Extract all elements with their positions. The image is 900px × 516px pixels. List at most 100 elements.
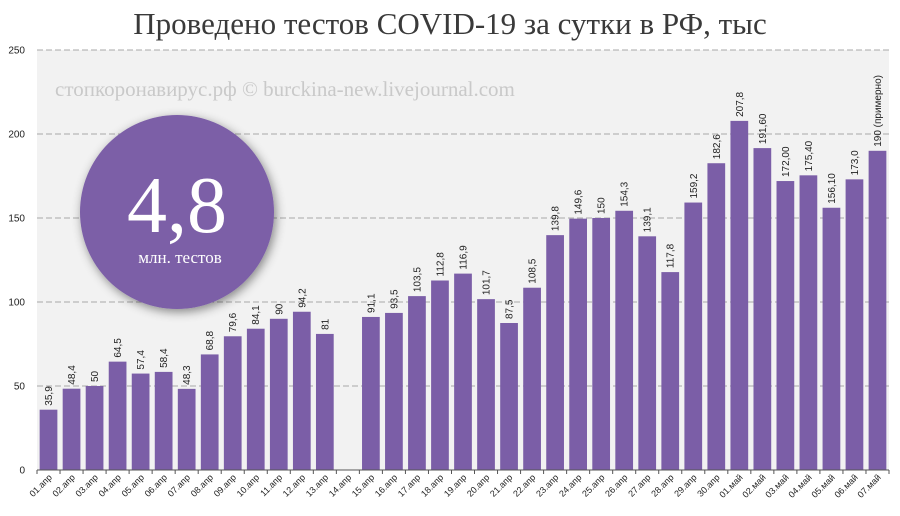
bar bbox=[154, 371, 173, 470]
data-label: 191,60 bbox=[758, 113, 769, 144]
data-label: 103,5 bbox=[412, 267, 423, 292]
x-tick-label: 15.апр bbox=[350, 472, 376, 498]
bar bbox=[177, 388, 196, 470]
x-tick-label: 17.апр bbox=[396, 472, 422, 498]
x-tick-label: 09.апр bbox=[212, 472, 238, 498]
x-tick-label: 07.апр bbox=[166, 472, 192, 498]
bar bbox=[315, 333, 334, 470]
bar bbox=[845, 179, 864, 471]
y-tick-label: 0 bbox=[19, 466, 25, 477]
bar bbox=[85, 386, 104, 470]
watermark: стопкоронавирус.рф © burckina-new.livejo… bbox=[55, 77, 515, 101]
data-label: 190 (примерно) bbox=[873, 75, 884, 147]
data-label: 172,00 bbox=[781, 146, 792, 177]
data-label: 84,1 bbox=[251, 305, 262, 325]
data-label: 91,1 bbox=[366, 293, 377, 313]
x-tick-label: 02.апр bbox=[51, 472, 77, 498]
bar bbox=[62, 388, 81, 470]
x-tick-label: 23.апр bbox=[534, 472, 560, 498]
data-label: 57,4 bbox=[136, 350, 147, 370]
bar bbox=[200, 354, 219, 470]
x-tick-label: 03.май bbox=[763, 472, 790, 499]
bar bbox=[684, 202, 703, 470]
bar bbox=[108, 361, 127, 470]
y-tick-label: 250 bbox=[8, 46, 25, 57]
x-tick-label: 10.апр bbox=[235, 472, 261, 498]
bar bbox=[661, 272, 680, 470]
x-tick-label: 11.апр bbox=[258, 472, 284, 498]
x-axis: 01.апр02.апр03.апр04.апр05.апр06.апр07.а… bbox=[27, 470, 890, 500]
y-tick-label: 50 bbox=[14, 382, 26, 393]
bar bbox=[131, 373, 150, 470]
x-tick-label: 03.апр bbox=[74, 472, 100, 498]
data-label: 101,7 bbox=[482, 270, 493, 295]
x-tick-label: 04.май bbox=[786, 472, 813, 499]
data-label: 112,8 bbox=[435, 252, 446, 277]
data-label: 117,8 bbox=[666, 243, 677, 268]
bar bbox=[822, 207, 841, 470]
bar bbox=[776, 181, 795, 471]
data-label: 79,6 bbox=[228, 312, 239, 332]
bar bbox=[523, 287, 541, 470]
data-label: 94,2 bbox=[297, 288, 308, 308]
y-tick-label: 150 bbox=[8, 214, 25, 225]
bar bbox=[223, 336, 242, 470]
bar bbox=[362, 316, 380, 470]
badge-caption: млн. тестов bbox=[138, 248, 222, 267]
x-tick-label: 19.апр bbox=[442, 472, 468, 498]
bars: 35,9 48,4 50 64,5 57,4 58,4 48,3 68,8 79,6 84,1 90… bbox=[39, 75, 887, 471]
chart-title: Проведено тестов COVID-19 за сутки в РФ,… bbox=[133, 6, 767, 41]
x-tick-label: 18.апр bbox=[419, 472, 445, 498]
x-tick-label: 26.апр bbox=[603, 472, 629, 498]
y-axis: 0 50 100 150 200 250 bbox=[8, 46, 889, 477]
x-tick-label: 28.апр bbox=[649, 472, 675, 498]
x-tick-label: 13.апр bbox=[304, 472, 330, 498]
x-tick-label: 06.апр bbox=[143, 472, 169, 498]
data-label: 159,2 bbox=[689, 173, 700, 198]
x-tick-label: 24.апр bbox=[557, 472, 583, 498]
data-label: 173,0 bbox=[850, 150, 861, 175]
x-tick-label: 04.апр bbox=[97, 472, 123, 498]
data-label: 207,8 bbox=[735, 91, 746, 116]
x-tick-label: 27.апр bbox=[626, 472, 652, 498]
x-tick-label: 12.апр bbox=[281, 472, 307, 498]
bar bbox=[730, 120, 749, 470]
data-label: 139,8 bbox=[551, 206, 562, 231]
x-tick-label: 08.апр bbox=[189, 472, 215, 498]
data-label: 139,1 bbox=[643, 207, 654, 232]
bar bbox=[753, 148, 772, 470]
data-label: 48,3 bbox=[182, 365, 193, 385]
data-label: 81 bbox=[320, 318, 331, 330]
x-tick-label: 07.май bbox=[856, 472, 883, 499]
data-label: 150 bbox=[597, 197, 608, 214]
data-label: 35,9 bbox=[44, 386, 55, 406]
badge-value: 4,8 bbox=[127, 162, 227, 250]
bar bbox=[546, 235, 564, 470]
data-label: 182,6 bbox=[712, 134, 723, 159]
data-label: 90 bbox=[274, 303, 285, 315]
bar bbox=[592, 218, 611, 470]
x-tick-label: 05.апр bbox=[120, 472, 146, 498]
data-label: 116,9 bbox=[459, 245, 470, 270]
x-tick-label: 01.май bbox=[717, 472, 744, 499]
bar bbox=[707, 163, 726, 470]
badge-circle bbox=[80, 115, 274, 309]
x-tick-label: 01.апр bbox=[27, 472, 53, 498]
bar bbox=[454, 273, 472, 470]
data-label: 149,6 bbox=[574, 189, 585, 214]
x-tick-label: 16.апр bbox=[373, 472, 399, 498]
x-tick-label: 20.апр bbox=[465, 472, 491, 498]
data-label: 154,3 bbox=[620, 181, 631, 206]
bar bbox=[500, 323, 518, 470]
data-label: 58,4 bbox=[159, 348, 170, 368]
data-label: 50 bbox=[90, 370, 101, 382]
x-tick-label: 02.май bbox=[740, 472, 767, 499]
data-label: 175,40 bbox=[804, 140, 815, 171]
x-tick-label: 05.май bbox=[809, 472, 836, 499]
bar bbox=[477, 299, 495, 470]
data-label: 68,8 bbox=[205, 331, 216, 351]
bar bbox=[868, 150, 887, 471]
y-tick-label: 200 bbox=[8, 130, 25, 141]
